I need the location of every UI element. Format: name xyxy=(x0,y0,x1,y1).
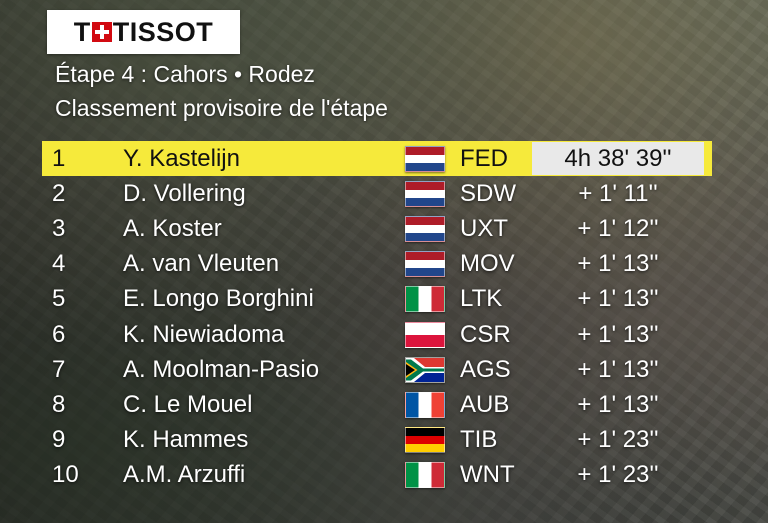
standings-row: 10 A.M. Arzuffi WNT + 1' 23'' xyxy=(42,458,712,493)
time-gap: + 1' 13'' xyxy=(577,285,659,313)
rider-name: K. Hammes xyxy=(123,426,249,454)
standings-row: 8 C. Le Mouel AUB + 1' 13'' xyxy=(42,387,712,422)
netherlands-flag-icon xyxy=(405,145,445,172)
rank: 3 xyxy=(52,214,66,242)
standings-row: 4 A. van Vleuten MOV + 1' 13'' xyxy=(42,247,712,282)
standings-row: 1 Y. Kastelijn FED 4h 38' 39'' xyxy=(42,141,712,177)
time-value: 4h 38' 39'' xyxy=(532,142,704,175)
standings-row: 3 A. Koster UXT + 1' 12'' xyxy=(42,211,712,246)
rank: 1 xyxy=(52,144,66,172)
time-gap: + 1' 23'' xyxy=(577,461,659,489)
time-gap: + 1' 23'' xyxy=(577,426,659,454)
italy-flag-icon xyxy=(405,286,445,313)
time-gap: + 1' 13'' xyxy=(577,250,659,278)
rider-name: A.M. Arzuffi xyxy=(123,461,246,489)
time-gap: + 1' 13'' xyxy=(577,320,659,348)
standings-subtitle: Classement provisoire de l'étape xyxy=(55,95,388,121)
germany-flag-icon xyxy=(405,427,445,454)
rider-name: C. Le Mouel xyxy=(123,390,253,418)
logo-wordmark: TISSOT xyxy=(112,16,214,47)
standings-row: 7 A. Moolman-Pasio AGS + 1' 13'' xyxy=(42,352,712,387)
rank: 10 xyxy=(52,461,79,489)
rank: 6 xyxy=(52,320,66,348)
rank: 5 xyxy=(52,285,66,313)
rider-name: A. Koster xyxy=(123,214,222,242)
france-flag-icon xyxy=(405,391,445,418)
rider-name: E. Longo Borghini xyxy=(123,285,314,313)
time-gap: + 1' 13'' xyxy=(577,390,659,418)
netherlands-flag-icon xyxy=(405,215,445,242)
rider-name: A. Moolman-Pasio xyxy=(123,355,320,383)
italy-flag-icon xyxy=(405,462,445,489)
team-code: TIB xyxy=(460,426,498,454)
time-gap: + 1' 11'' xyxy=(578,179,658,207)
standings-row: 5 E. Longo Borghini LTK + 1' 13'' xyxy=(42,282,712,317)
time-gap: + 1' 12'' xyxy=(577,214,659,242)
rank: 7 xyxy=(52,355,66,383)
netherlands-flag-icon xyxy=(405,251,445,278)
team-code: MOV xyxy=(460,250,515,278)
team-code: LTK xyxy=(460,285,503,313)
rank: 8 xyxy=(52,390,66,418)
team-code: CSR xyxy=(460,320,511,348)
poland-flag-icon xyxy=(405,321,445,348)
standings-row: 6 K. Niewiadoma CSR + 1' 13'' xyxy=(42,317,712,352)
tissot-logo: T TISSOT xyxy=(47,10,240,54)
standings-row: 9 K. Hammes TIB + 1' 23'' xyxy=(42,423,712,458)
rank: 4 xyxy=(52,250,66,278)
swiss-cross-icon xyxy=(91,22,112,42)
team-code: SDW xyxy=(460,179,516,207)
team-code: AGS xyxy=(460,355,511,383)
standings-row: 2 D. Vollering SDW + 1' 11'' xyxy=(42,176,712,211)
team-code: AUB xyxy=(460,390,510,418)
rider-name: K. Niewiadoma xyxy=(123,320,285,348)
rider-name: Y. Kastelijn xyxy=(123,144,240,172)
rank: 2 xyxy=(52,179,66,207)
logo-letter: T xyxy=(73,16,91,47)
netherlands-flag-icon xyxy=(405,180,445,207)
team-code: WNT xyxy=(460,461,515,489)
rider-name: D. Vollering xyxy=(123,179,246,207)
stage-title: Étape 4 : Cahors • Rodez xyxy=(55,61,315,87)
team-code: UXT xyxy=(460,214,508,242)
rank: 9 xyxy=(52,426,66,454)
standings-table: 1 Y. Kastelijn FED 4h 38' 39'' 2 D. Voll… xyxy=(42,141,712,493)
time-gap: + 1' 13'' xyxy=(577,355,659,383)
team-code: FED xyxy=(460,144,508,172)
south-africa-flag-icon xyxy=(405,356,445,383)
rider-name: A. van Vleuten xyxy=(123,250,280,278)
